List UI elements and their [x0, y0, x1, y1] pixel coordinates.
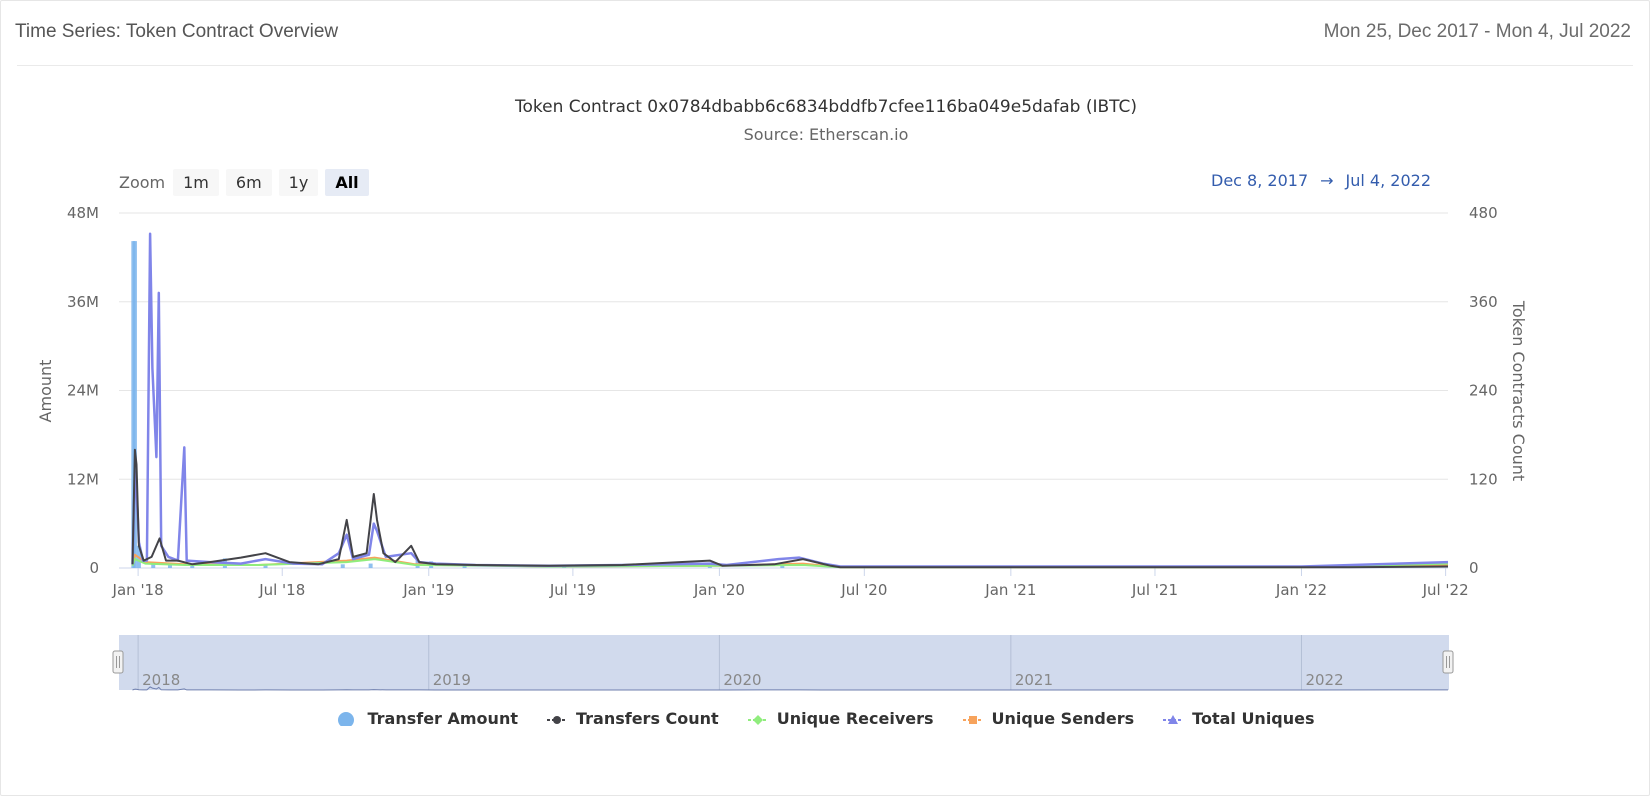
legend-label: Total Uniques [1192, 709, 1315, 728]
column-bar [263, 564, 268, 568]
column-bar [707, 565, 712, 568]
series-line [131, 448, 1449, 569]
range-arrow: → [1320, 171, 1334, 190]
range-input-group: Dec 8, 2017 → Jul 4, 2022 [1205, 171, 1437, 190]
column-bar [462, 565, 467, 568]
y-right-tick-label: 360 [1469, 293, 1498, 311]
navigator-year-label: 2022 [1305, 671, 1343, 689]
line-diamond-marker-icon [747, 714, 768, 725]
y-right-tick-label: 240 [1469, 382, 1498, 400]
y-left-tick-label: 0 [89, 559, 99, 577]
x-tick-label: Jul '21 [1131, 581, 1178, 599]
header-divider [17, 65, 1633, 66]
y-right-tick-label: 0 [1469, 559, 1479, 577]
navigator-year-label: 2021 [1015, 671, 1053, 689]
y-right-tick-label: 480 [1469, 204, 1498, 222]
y-left-tick-label: 12M [67, 470, 99, 488]
x-tick-label: Jul '20 [840, 581, 887, 599]
legend-label: Transfer Amount [367, 709, 518, 728]
range-from-input[interactable]: Dec 8, 2017 [1211, 171, 1309, 190]
legend-item-transfer-amount[interactable]: Transfer Amount [337, 709, 518, 728]
line-circle-marker-icon [546, 715, 567, 724]
card-header: Time Series: Token Contract Overview Mon… [1, 1, 1649, 65]
chart-subtitle: Source: Etherscan.io [743, 125, 909, 144]
navigator-left-handle[interactable] [112, 650, 124, 674]
navigator-series-line [132, 686, 1449, 691]
legend-label: Unique Receivers [776, 709, 934, 728]
series-transfers-count [131, 448, 1449, 569]
legend-item-unique-receivers[interactable]: Unique Receivers [747, 709, 934, 728]
zoom-1y-button[interactable]: 1y [278, 168, 319, 196]
zoom-1m-button[interactable]: 1m [173, 168, 219, 196]
zoom-6m-button[interactable]: 6m [225, 168, 272, 196]
circle-marker-icon [338, 711, 355, 726]
x-tick-label: Jan '20 [693, 581, 745, 599]
zoom-all-button[interactable]: All [325, 168, 369, 196]
navigator-year-label: 2019 [433, 671, 471, 689]
y-axis-right-title: Token Contracts Count [1509, 300, 1528, 481]
zoom-selector: Zoom 1m 6m 1y All [119, 167, 376, 197]
column-bar [132, 241, 137, 568]
chart-title: Token Contract 0x0784dbabb6c6834bddfb7cf… [514, 97, 1138, 117]
chart-plot: 0 12M 24M 36M 48M 0 120 240 360 480 Jan '18 Jul '… [36, 204, 1528, 691]
x-tick-label: Jul '22 [1422, 581, 1469, 599]
column-bar [340, 564, 345, 568]
y-right-tick-label: 120 [1469, 470, 1498, 488]
card-date-range: Mon 25, Dec 2017 - Mon 4, Jul 2022 [1323, 21, 1631, 42]
column-bar [368, 563, 373, 568]
y-left-tick-label: 36M [67, 293, 99, 311]
column-bar [190, 565, 195, 568]
legend-label: Unique Senders [991, 709, 1135, 728]
legend-item-unique-senders[interactable]: Unique Senders [962, 709, 1135, 728]
x-tick-label: Jul '19 [549, 581, 596, 599]
y-left-tick-label: 24M [67, 382, 99, 400]
y-axis-left-title: Amount [36, 360, 55, 423]
column-bar [167, 564, 172, 568]
line-square-marker-icon [962, 715, 983, 724]
navigator[interactable]: 2018 2019 2020 2021 2022 [112, 635, 1454, 691]
legend-item-transfers-count[interactable]: Transfers Count [546, 709, 719, 728]
navigator-mask [119, 635, 1449, 690]
card-title: Time Series: Token Contract Overview [15, 21, 339, 42]
range-to-input[interactable]: Jul 4, 2022 [1345, 171, 1431, 190]
navigator-right-handle[interactable] [1442, 650, 1454, 674]
x-tick-label: Jan '21 [984, 581, 1036, 599]
legend-label: Transfers Count [575, 709, 719, 728]
x-tick-label: Jul '18 [258, 581, 305, 599]
zoom-label: Zoom [119, 172, 166, 192]
x-tick-label: Jan '22 [1275, 581, 1327, 599]
navigator-year-label: 2020 [723, 671, 761, 689]
legend-item-total-uniques[interactable]: Total Uniques [1162, 709, 1315, 728]
line-triangle-marker-icon [1163, 714, 1184, 724]
column-bar [151, 563, 156, 568]
navigator-year-label: 2018 [142, 671, 180, 689]
series-line [131, 232, 1449, 568]
series-transfer-amount [131, 241, 785, 568]
x-tick-label: Jan '19 [402, 581, 454, 599]
y-left-tick-label: 48M [67, 204, 99, 222]
x-tick-label: Jan '18 [112, 581, 164, 599]
series-total-uniques [131, 232, 1449, 568]
chart-legend: Transfer Amount Transfers Count Unique R… [1, 709, 1651, 728]
